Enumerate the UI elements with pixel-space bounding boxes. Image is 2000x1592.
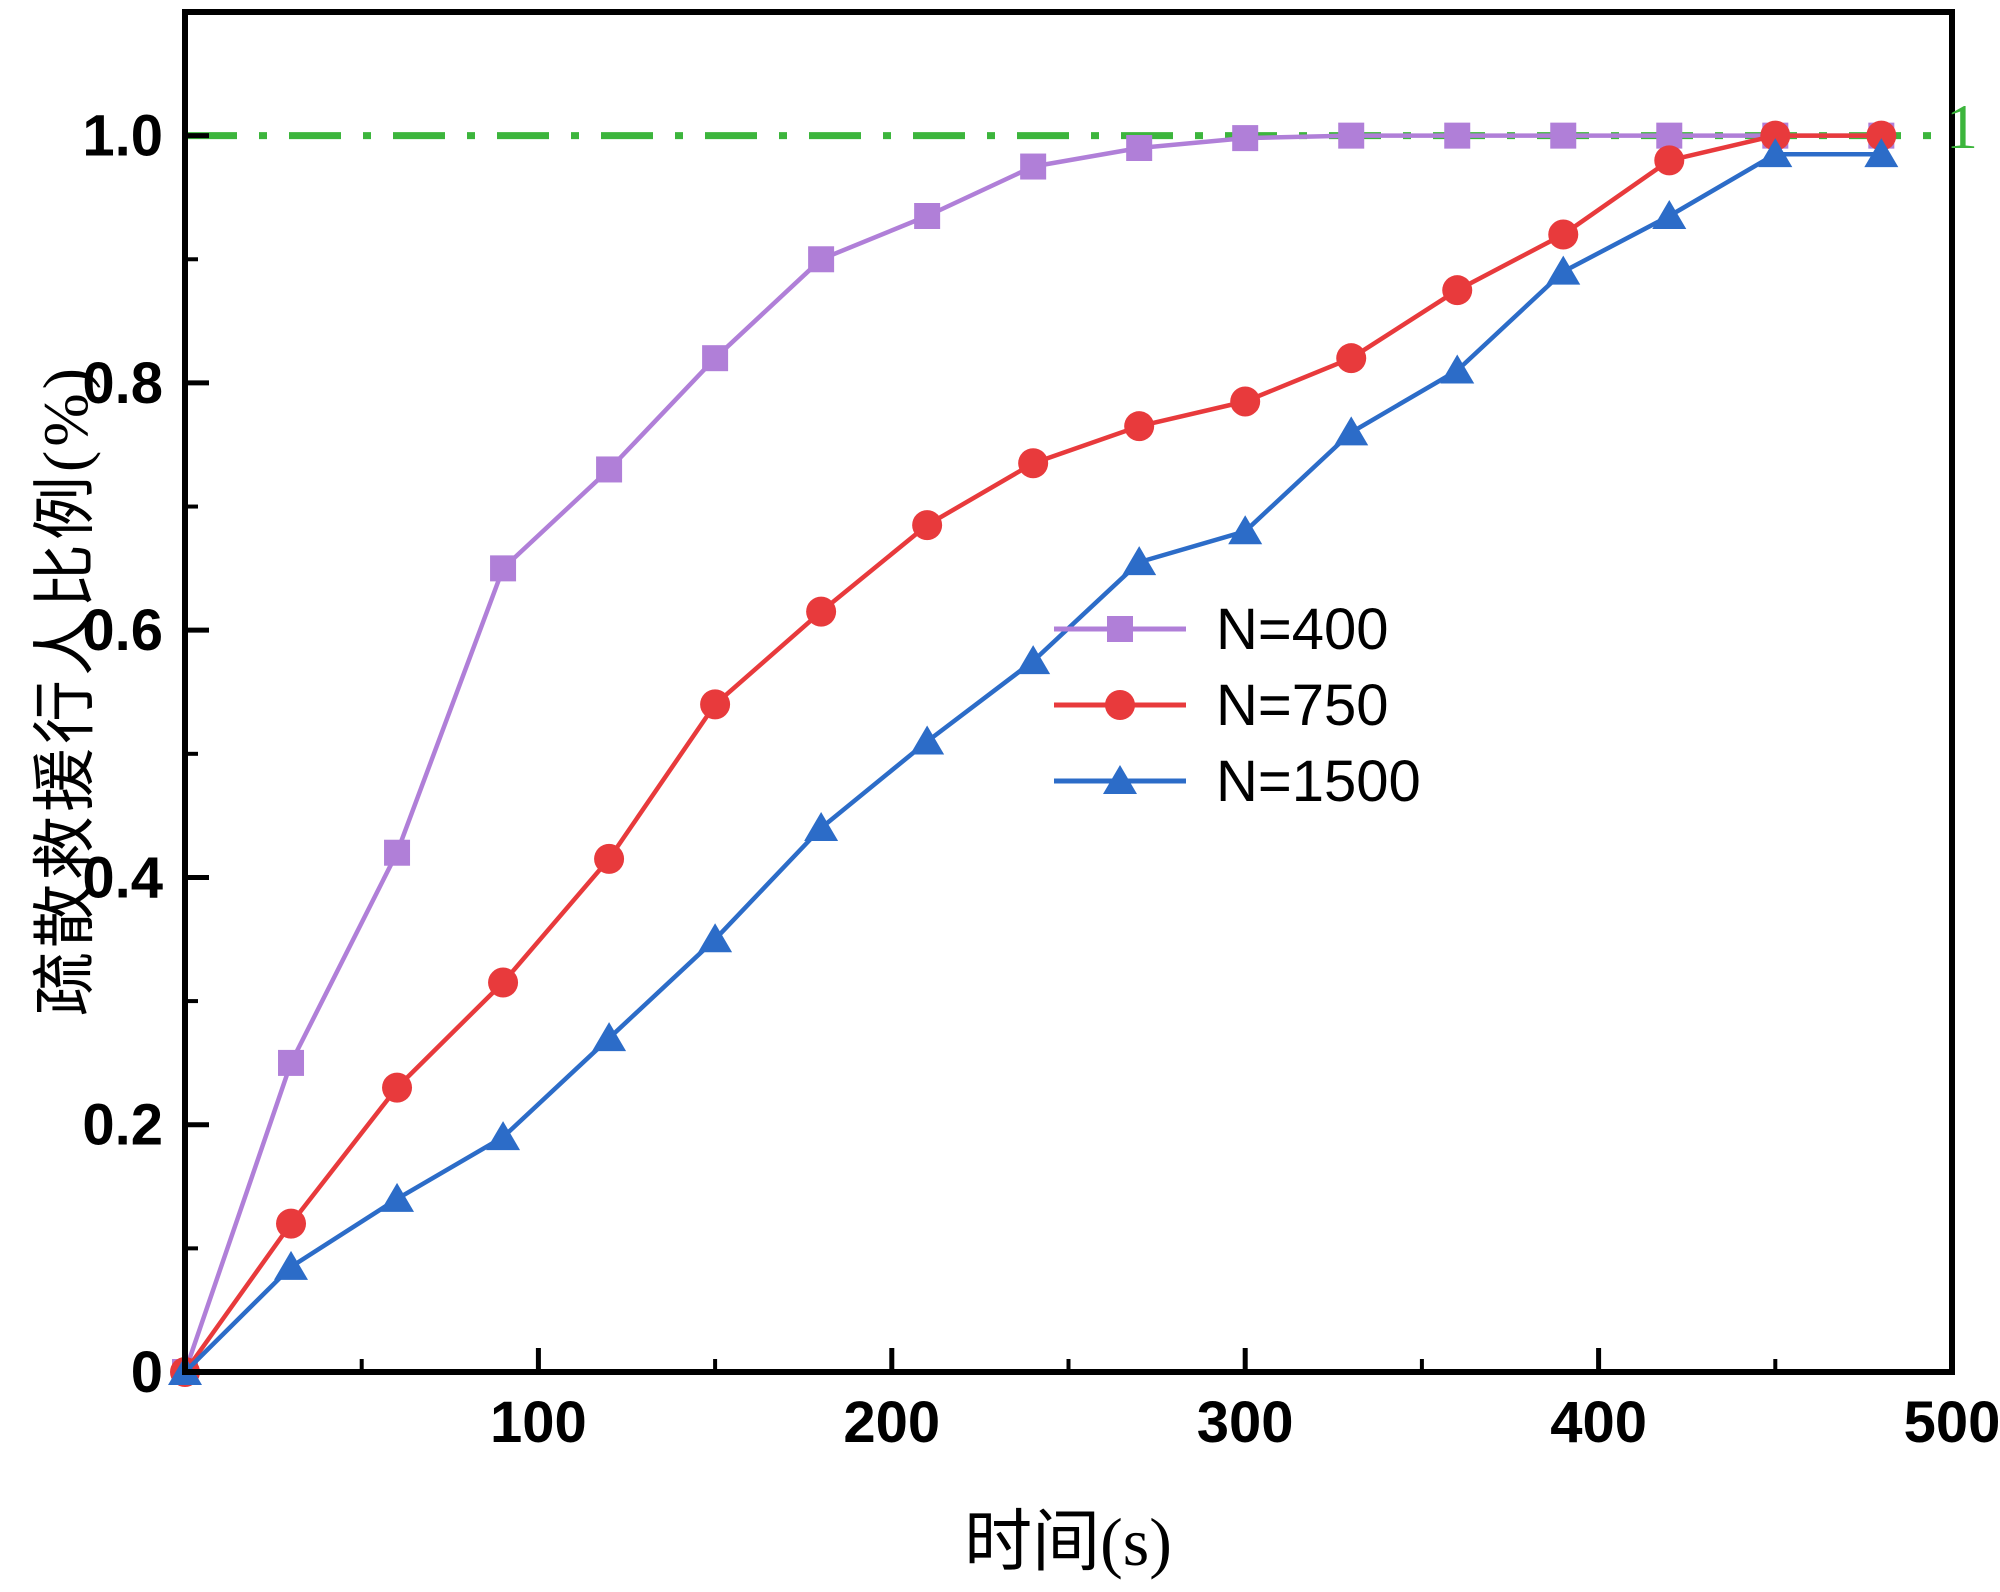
data-point-triangle bbox=[698, 923, 733, 953]
data-point-circle bbox=[1018, 448, 1049, 479]
legend-circle-marker-icon bbox=[1054, 690, 1186, 720]
x-tick-label: 100 bbox=[490, 1390, 587, 1455]
data-point-triangle bbox=[1864, 138, 1899, 168]
data-point-circle bbox=[1654, 145, 1685, 176]
data-point-triangle bbox=[910, 725, 945, 755]
y-tick-label: 0.6 bbox=[82, 598, 163, 663]
data-point-circle bbox=[488, 967, 519, 998]
series-N=400 bbox=[172, 122, 1895, 1385]
data-point-square bbox=[1020, 153, 1047, 180]
data-point-square bbox=[278, 1049, 305, 1076]
legend-marker-square bbox=[1107, 616, 1133, 642]
legend-item-N=400: N=400 bbox=[1050, 596, 1421, 662]
data-point-square bbox=[1232, 125, 1259, 152]
y-tick-label: 0.4 bbox=[82, 845, 163, 910]
data-point-triangle bbox=[1440, 354, 1475, 384]
y-tick-label: 0.2 bbox=[82, 1093, 163, 1158]
legend-triangle-marker-icon bbox=[1054, 765, 1186, 794]
y-tick-label: 1.0 bbox=[82, 104, 163, 169]
data-point-square bbox=[914, 203, 941, 229]
x-tick-label: 300 bbox=[1197, 1390, 1294, 1455]
data-point-square bbox=[808, 246, 835, 273]
data-point-circle bbox=[806, 596, 837, 627]
data-point-circle bbox=[1336, 343, 1367, 374]
data-point-circle bbox=[1230, 386, 1261, 417]
data-point-triangle bbox=[1546, 255, 1581, 285]
data-point-square bbox=[1126, 135, 1153, 161]
y-tick-label: 0 bbox=[131, 1340, 163, 1405]
x-tick-label: 200 bbox=[843, 1390, 940, 1455]
y-tick-label: 0.8 bbox=[82, 351, 163, 416]
data-point-circle bbox=[1442, 275, 1473, 306]
data-point-circle bbox=[1866, 120, 1897, 151]
data-point-triangle bbox=[804, 812, 839, 841]
data-point-square bbox=[1656, 122, 1683, 149]
data-point-square bbox=[1444, 122, 1471, 149]
x-tick-label: 500 bbox=[1904, 1390, 2000, 1455]
legend-item-N=1500: N=1500 bbox=[1050, 748, 1421, 814]
data-point-circle bbox=[1548, 219, 1579, 250]
data-point-triangle bbox=[1758, 138, 1793, 168]
data-point-triangle bbox=[1016, 645, 1051, 675]
y-axis-label: 疏散救援行人比例(%) bbox=[30, 364, 101, 1016]
data-point-triangle bbox=[274, 1250, 309, 1280]
data-point-square bbox=[1550, 122, 1577, 149]
data-point-triangle bbox=[1228, 515, 1263, 545]
data-point-triangle bbox=[380, 1182, 415, 1212]
legend-square-marker-icon bbox=[1054, 616, 1186, 642]
data-point-circle bbox=[382, 1072, 413, 1103]
legend-label: N=400 bbox=[1216, 596, 1389, 662]
data-point-circle bbox=[912, 510, 943, 541]
data-point-square bbox=[1338, 122, 1365, 149]
legend-marker-triangle bbox=[1103, 765, 1137, 794]
plot-border bbox=[182, 9, 1955, 1375]
data-point-circle bbox=[594, 843, 625, 874]
legend-item-N=750: N=750 bbox=[1050, 672, 1421, 738]
legend: N=400 N=750 N=1500 bbox=[1050, 596, 1421, 814]
reference-line-label: 1 bbox=[1946, 91, 1978, 162]
data-point-triangle bbox=[486, 1121, 521, 1151]
legend-marker-circle bbox=[1105, 690, 1135, 720]
data-point-circle bbox=[1124, 411, 1155, 442]
series-line-N=1500 bbox=[183, 151, 1882, 1374]
data-point-square bbox=[596, 456, 623, 483]
data-point-square bbox=[702, 345, 729, 372]
series-line-N=750 bbox=[183, 133, 1882, 1374]
data-point-circle bbox=[1760, 120, 1791, 151]
series-N=1500 bbox=[168, 138, 1899, 1385]
axes: 100 200 300 400 500 0 0.2 0.4 0.6 0.8 1.0 bbox=[82, 104, 2000, 1455]
data-point-triangle bbox=[1652, 200, 1687, 229]
series-line-N=400 bbox=[182, 133, 1882, 1373]
data-point-triangle bbox=[1122, 546, 1157, 576]
data-point-triangle bbox=[592, 1022, 627, 1052]
data-point-circle bbox=[276, 1208, 307, 1239]
series-N=750 bbox=[170, 120, 1897, 1387]
x-axis-label: 时间(s) bbox=[964, 1504, 1172, 1580]
data-point-square bbox=[384, 839, 411, 866]
x-tick-label: 400 bbox=[1550, 1390, 1647, 1455]
data-point-square bbox=[490, 555, 517, 582]
legend-label: N=1500 bbox=[1216, 748, 1421, 814]
legend-label: N=750 bbox=[1216, 672, 1389, 738]
data-point-triangle bbox=[1334, 416, 1369, 446]
data-point-circle bbox=[700, 689, 731, 720]
